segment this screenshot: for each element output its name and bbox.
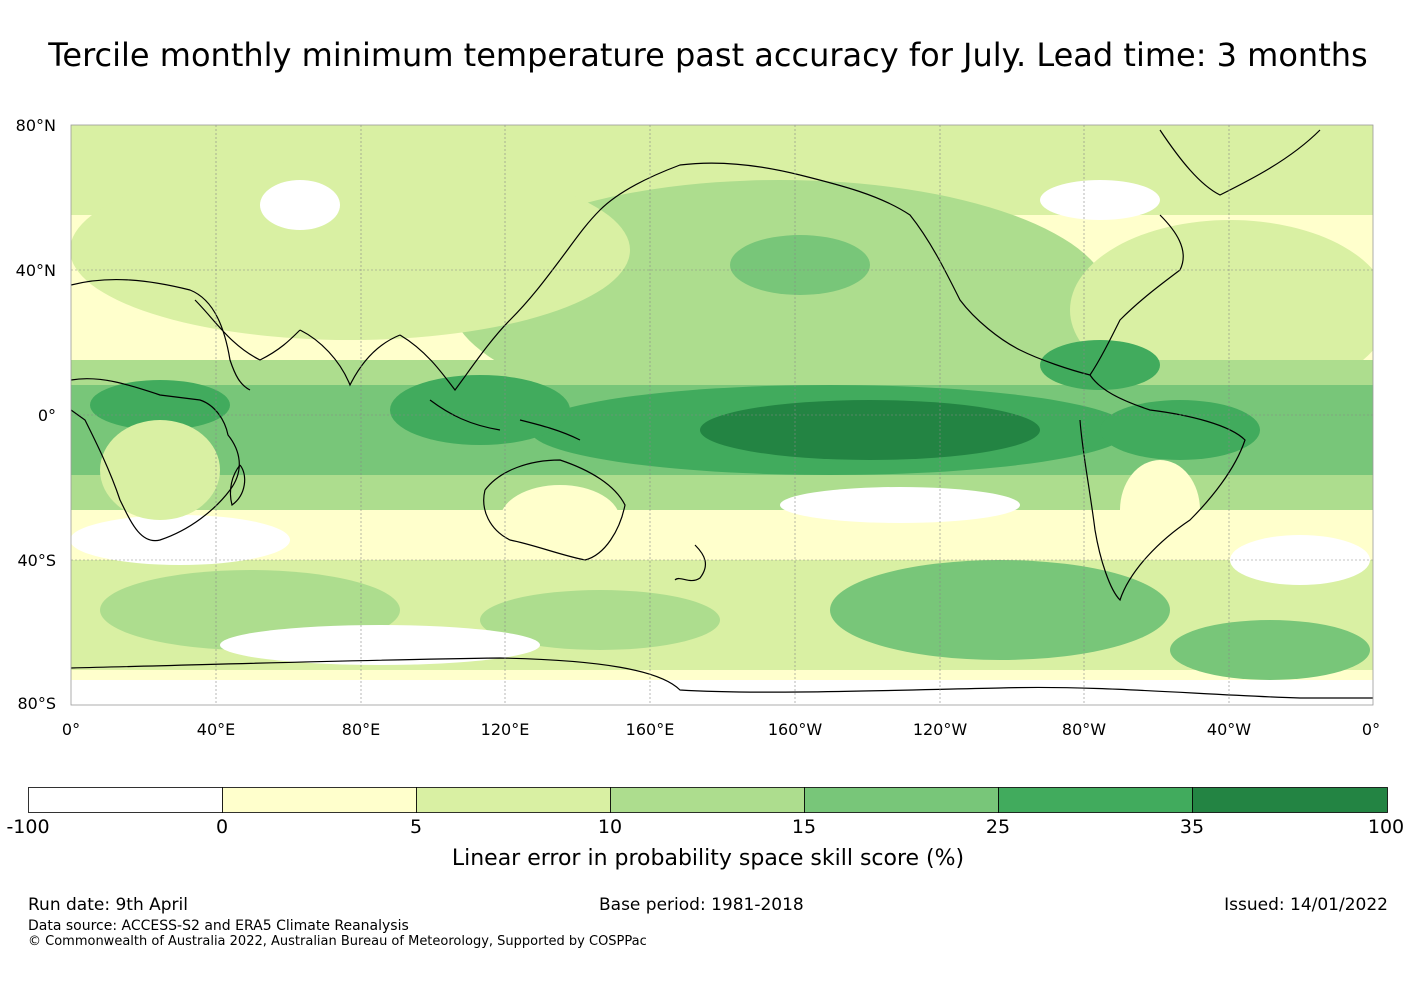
coast-antarctica	[71, 657, 1373, 699]
coast-south-america	[1079, 374, 1246, 602]
coast-madagascar	[229, 464, 246, 506]
coast-indonesia	[429, 399, 581, 441]
map-area: 80°N 40°N 0° 40°S 80°S 0° 40°E 80°E 120°…	[15, 116, 1381, 739]
colorbar-segment	[804, 787, 999, 813]
lon-label: 160°E	[625, 720, 675, 739]
coast-india	[299, 329, 401, 387]
lat-label: 80°N	[15, 116, 56, 135]
field-low-skill	[780, 487, 1020, 523]
coast-arabia	[194, 299, 301, 361]
colorbar-tick-label: 5	[409, 816, 423, 838]
colorbar-title: Linear error in probability space skill …	[451, 846, 965, 871]
lon-label: 40°E	[196, 720, 236, 739]
field-low-skill	[260, 180, 340, 230]
data-source: Data source: ACCESS-S2 and ERA5 Climate …	[28, 918, 409, 934]
coast-australia	[483, 459, 626, 561]
coast-north-africa-europe	[71, 278, 251, 391]
chart-title: Tercile monthly minimum temperature past…	[48, 36, 1368, 74]
field-low-skill	[220, 625, 540, 665]
coast-se-asia	[399, 259, 561, 392]
field-maritime-continent	[390, 375, 570, 445]
colorbar-segment	[222, 787, 417, 813]
coast-alaska-nam	[799, 174, 1091, 376]
colorbar	[28, 787, 1388, 813]
field-southern-africa	[100, 420, 220, 520]
lat-label: 40°N	[15, 261, 56, 280]
copyright: © Commonwealth of Australia 2022, Austra…	[28, 934, 647, 949]
field-south-america-south	[1120, 460, 1200, 560]
issued-date: Issued: 14/01/2022	[1224, 895, 1388, 915]
colorbar-tick-label: 100	[1367, 816, 1405, 838]
field-enso-core	[700, 400, 1040, 460]
field-south-pacific	[830, 560, 1170, 660]
coast-nam-east	[1089, 214, 1184, 376]
field-antarctica	[71, 680, 1373, 705]
coast-east-asia	[559, 162, 801, 261]
lat-label: 0°	[37, 406, 56, 425]
coast-greenland	[1159, 129, 1321, 196]
colorbar-segment	[416, 787, 611, 813]
colorbar-segment	[1192, 787, 1388, 813]
coast-new-zealand	[674, 544, 707, 582]
field-low-skill	[71, 515, 290, 565]
field-caribbean	[1040, 340, 1160, 390]
lon-label: 0°	[61, 720, 81, 739]
lon-label: 120°W	[912, 720, 968, 739]
lat-label: 80°S	[17, 694, 56, 713]
lon-label: 80°E	[341, 720, 381, 739]
colorbar-tick-label: 15	[791, 816, 817, 838]
field-australia	[500, 485, 620, 555]
field-amazon	[1100, 400, 1260, 460]
colorbar-tick-label: -100	[6, 816, 50, 838]
graticule	[71, 125, 1373, 705]
field-eurasia	[71, 160, 630, 340]
colorbar-segment	[998, 787, 1193, 813]
skill-map	[70, 124, 1374, 706]
field-low-skill	[1040, 180, 1160, 220]
colorbar-tick-label: 10	[597, 816, 623, 838]
lon-label: 0°	[1361, 720, 1381, 739]
field-south-indian-east	[480, 590, 720, 650]
colorbar-segment	[28, 787, 223, 813]
run-date: Run date: 9th April	[28, 895, 188, 915]
lon-label: 120°E	[480, 720, 530, 739]
lon-label: 40°W	[1206, 720, 1252, 739]
colorbar-tick-label: 25	[985, 816, 1011, 838]
base-period: Base period: 1981-2018	[599, 895, 804, 915]
field-np-core	[730, 235, 870, 295]
colorbar-tick-label: 0	[215, 816, 229, 838]
map-frame	[70, 124, 1374, 706]
field-east-atlantic	[90, 380, 230, 430]
colorbar-segment	[610, 787, 805, 813]
coastlines	[71, 129, 1373, 699]
lon-label: 160°W	[767, 720, 823, 739]
lon-label: 80°W	[1061, 720, 1107, 739]
lat-label: 40°S	[17, 551, 56, 570]
field-south-atlantic	[1170, 620, 1370, 680]
colorbar-tick-label: 35	[1179, 816, 1205, 838]
